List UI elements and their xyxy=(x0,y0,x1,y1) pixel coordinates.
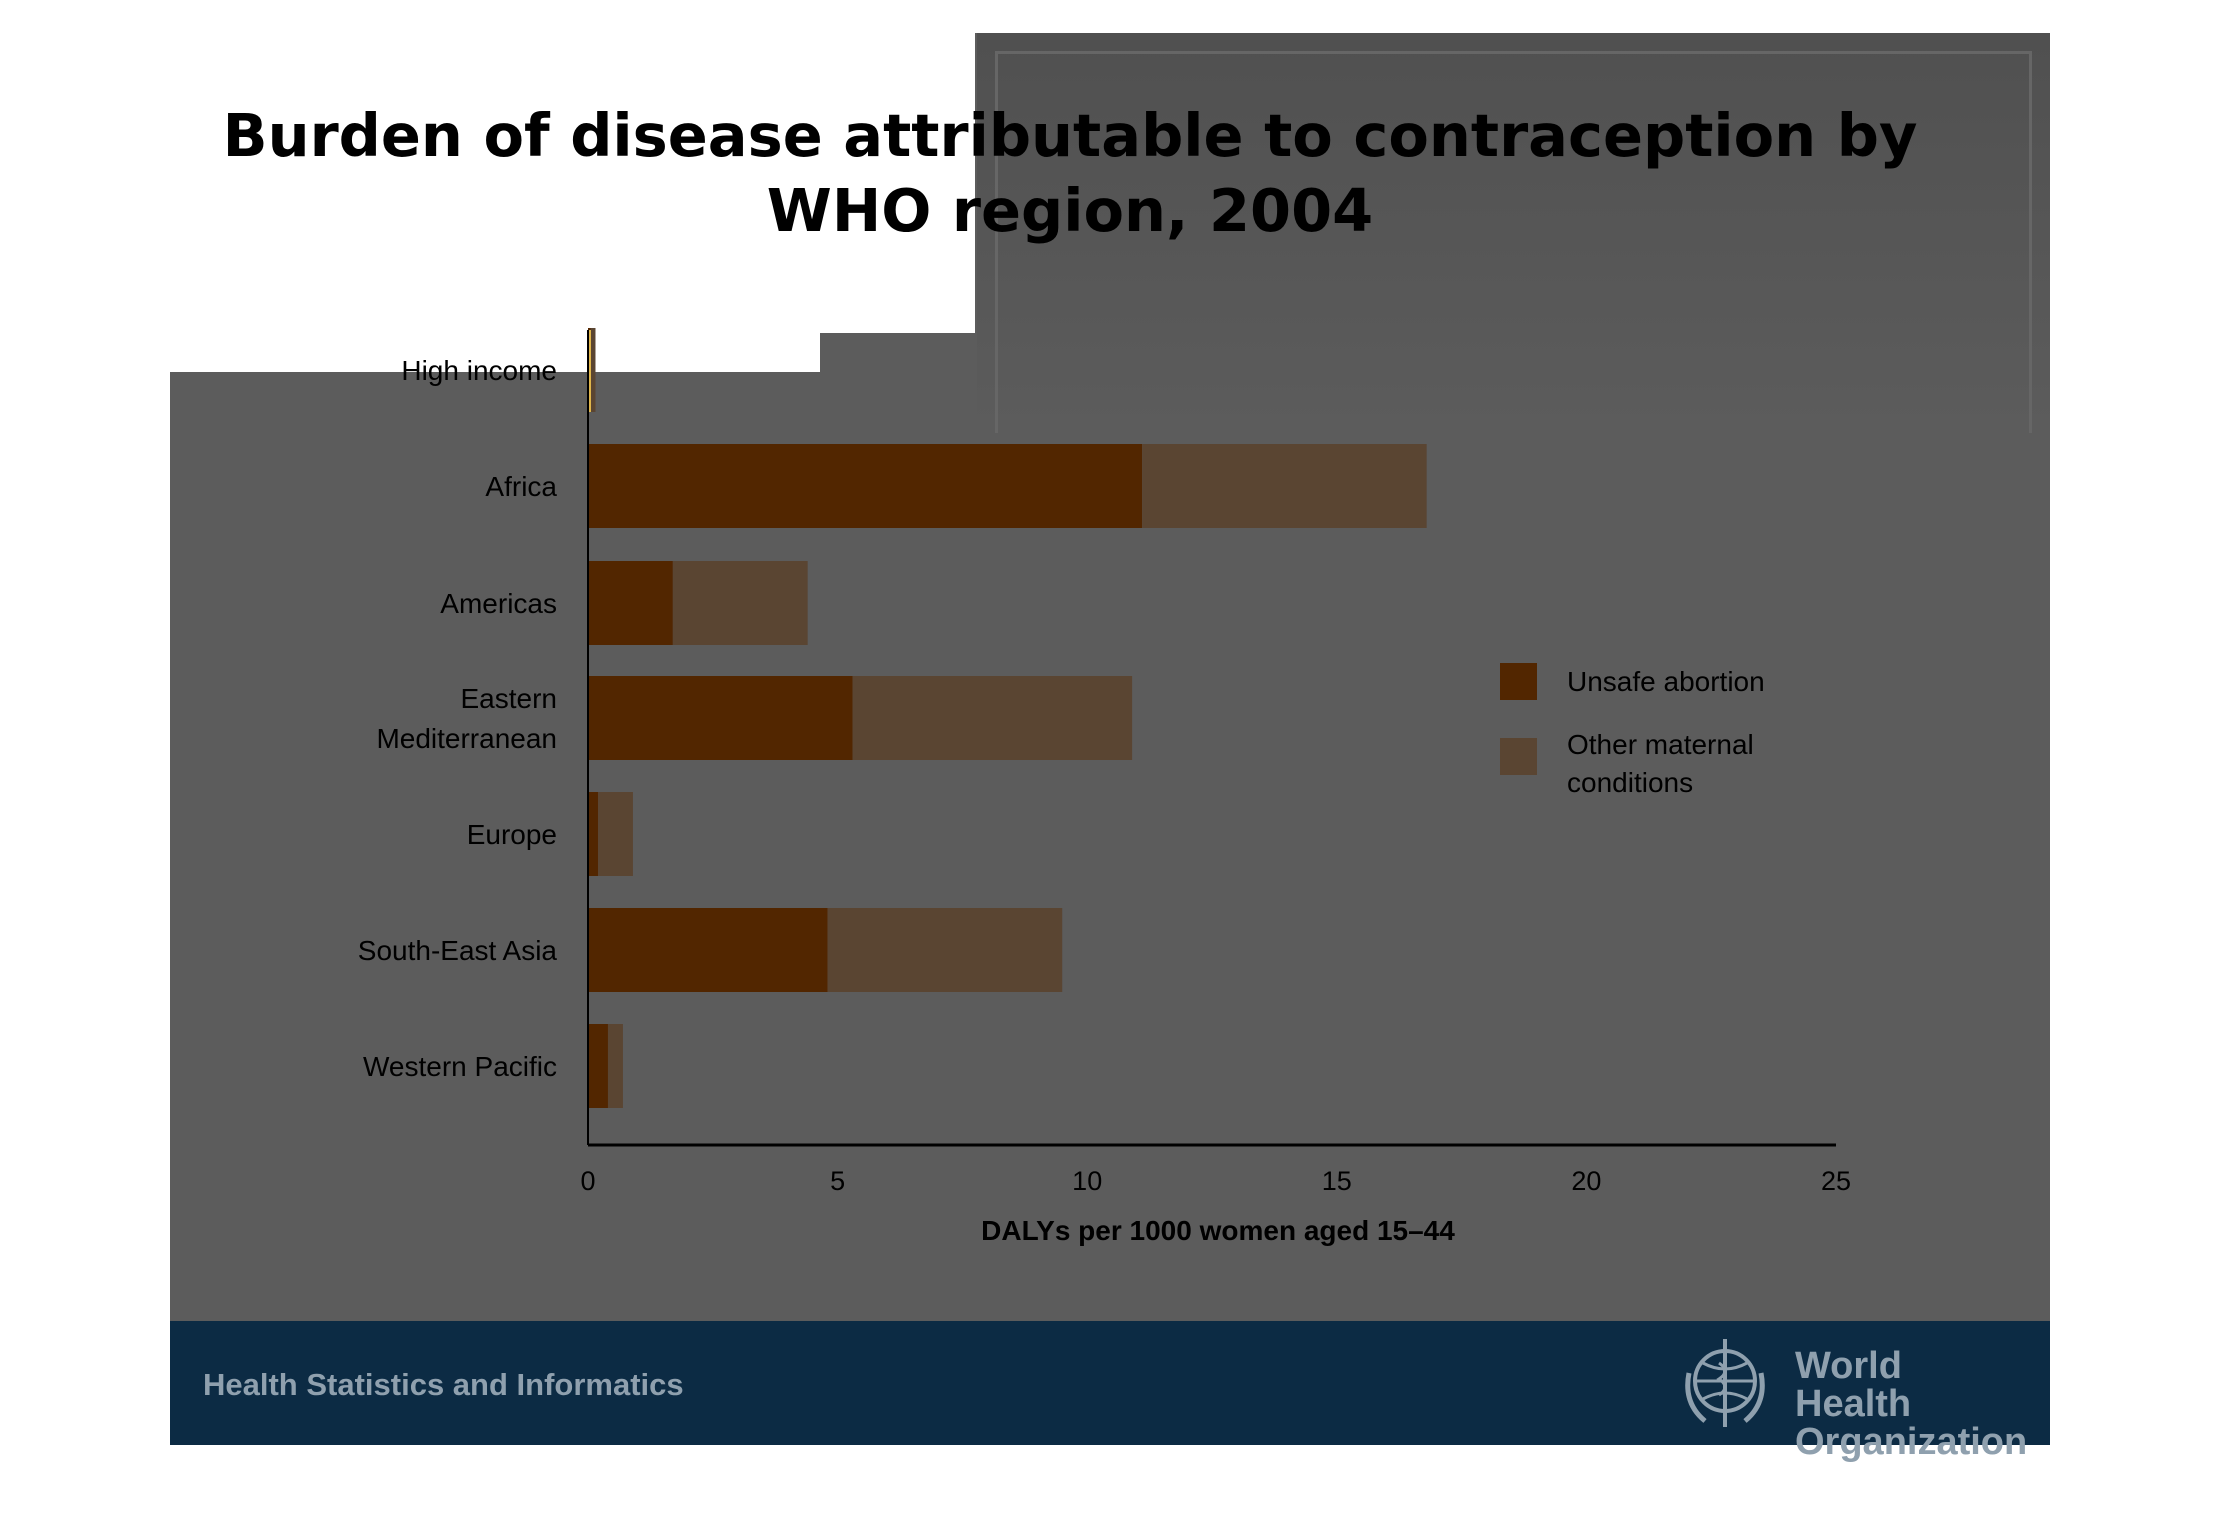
who-name: World Health Organization xyxy=(1795,1347,2027,1461)
category-labels: High income Africa Americas Eastern Mediterr… xyxy=(358,355,558,1082)
bar-western-pacific-other-maternal xyxy=(607,1024,623,1108)
bar-africa-other-maternal xyxy=(1142,444,1427,528)
slide-frame xyxy=(977,33,2050,433)
x-tick-label: 0 xyxy=(580,1166,595,1196)
who-name-line2: Organization xyxy=(1795,1421,2028,1463)
x-tick-label: 10 xyxy=(1072,1166,1102,1196)
title-background xyxy=(170,33,975,333)
legend-label: Unsafe abortion xyxy=(1567,666,1765,697)
bar-south-east-asia-other-maternal xyxy=(827,908,1063,992)
who-emblem-icon xyxy=(1685,1339,1765,1427)
bar-south-east-asia-unsafe-abortion xyxy=(588,908,828,992)
footer-section-label: Health Statistics and Informatics xyxy=(203,1367,684,1402)
x-tick-labels: 0 5 10 15 20 25 xyxy=(580,1166,1851,1196)
x-tick-label: 25 xyxy=(1821,1166,1851,1196)
category-label: Europe xyxy=(467,819,557,850)
bars-group xyxy=(588,328,1427,1108)
bar-eastern-mediterranean-other-maternal xyxy=(852,676,1133,760)
bar-europe-unsafe-abortion xyxy=(588,792,598,876)
category-label: High income xyxy=(401,355,557,386)
bar-high-income-other-maternal xyxy=(590,328,596,412)
bar-western-pacific-unsafe-abortion xyxy=(588,1024,608,1108)
x-tick-label: 15 xyxy=(1322,1166,1352,1196)
who-name-line1: World Health xyxy=(1795,1345,1912,1425)
category-label: Africa xyxy=(485,471,557,502)
x-tick-label: 5 xyxy=(830,1166,845,1196)
bar-africa-unsafe-abortion xyxy=(588,444,1143,528)
legend-label: Other maternal conditions xyxy=(1567,729,1754,798)
legend-swatch xyxy=(1500,663,1537,700)
x-tick-label: 20 xyxy=(1571,1166,1601,1196)
axes-group xyxy=(587,330,1836,1147)
legend: Unsafe abortion Other maternal conditions xyxy=(1500,663,1765,798)
category-label: Eastern Mediterranean xyxy=(376,683,557,754)
legend-swatch xyxy=(1500,738,1537,775)
category-label: Americas xyxy=(440,588,557,619)
bar-americas-other-maternal xyxy=(672,561,808,645)
category-label: Western Pacific xyxy=(363,1051,557,1082)
bar-europe-other-maternal xyxy=(597,792,633,876)
bar-americas-unsafe-abortion xyxy=(588,561,673,645)
high-income-marker xyxy=(588,330,591,412)
title-background-lower xyxy=(170,330,820,372)
bar-chart: High income Africa Americas Eastern Mediterr… xyxy=(358,328,1851,1246)
who-logo: World Health Organization xyxy=(1675,1333,2027,1461)
bar-eastern-mediterranean-unsafe-abortion xyxy=(588,676,853,760)
category-label: South-East Asia xyxy=(358,935,558,966)
chart-title: Burden of disease attributable to contra… xyxy=(222,101,1918,245)
footer-bar: Health Statistics and Informatics World … xyxy=(170,1321,2050,1461)
x-axis-title: DALYs per 1000 women aged 15–44 xyxy=(981,1215,1455,1246)
